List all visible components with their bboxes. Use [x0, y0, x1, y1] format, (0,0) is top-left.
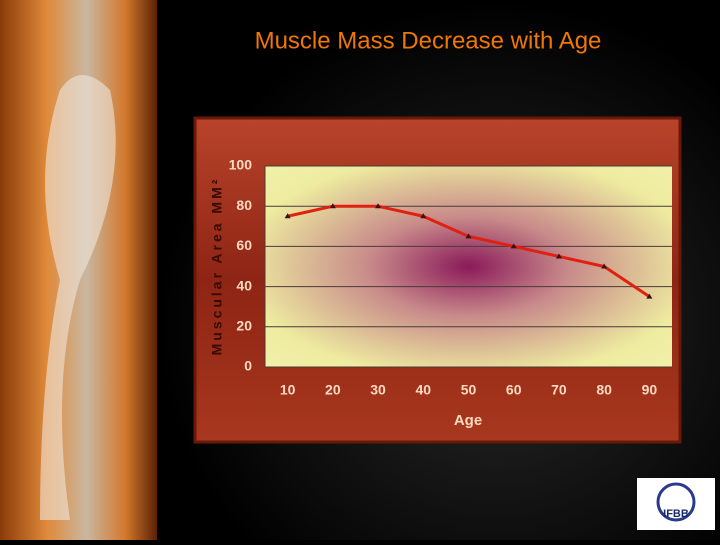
data-marker	[329, 203, 336, 209]
data-marker	[284, 213, 291, 219]
x-tick-label: 80	[596, 382, 612, 398]
logo-box	[637, 478, 715, 530]
x-axis-label: Age	[454, 412, 482, 429]
x-tick-label: 40	[415, 382, 431, 398]
y-tick-label: 80	[236, 197, 252, 213]
chart: 0 20 40 60 80 100 10 20 30 40 50 60 70 80 90	[229, 157, 672, 398]
x-tick-label: 70	[551, 382, 567, 398]
data-marker	[375, 203, 382, 209]
hourglass-glass	[40, 75, 116, 520]
y-tick-label: 20	[236, 318, 252, 334]
y-tick-label: 60	[236, 237, 252, 253]
data-marker	[420, 213, 427, 219]
x-tick-label: 60	[506, 382, 522, 398]
y-axis-label: Muscular Area MM²	[209, 177, 225, 356]
data-marker	[646, 293, 653, 299]
logo-ring	[656, 482, 696, 522]
plot-area	[265, 166, 672, 367]
y-tick-label: 100	[229, 157, 253, 173]
data-marker	[555, 253, 562, 259]
slide-title: Muscle Mass Decrease with Age	[255, 27, 602, 54]
x-tick-label: 50	[461, 382, 477, 398]
x-tick-label: 30	[370, 382, 386, 398]
data-marker	[601, 263, 608, 269]
x-tick-label: 10	[280, 382, 296, 398]
x-tick-label: 90	[642, 382, 658, 398]
x-tick-label: 20	[325, 382, 341, 398]
y-tick-label: 40	[236, 277, 252, 293]
logo-text: IFBB	[663, 508, 689, 520]
data-marker	[465, 233, 472, 239]
y-tick-label: 0	[244, 358, 252, 374]
data-marker	[510, 243, 517, 249]
